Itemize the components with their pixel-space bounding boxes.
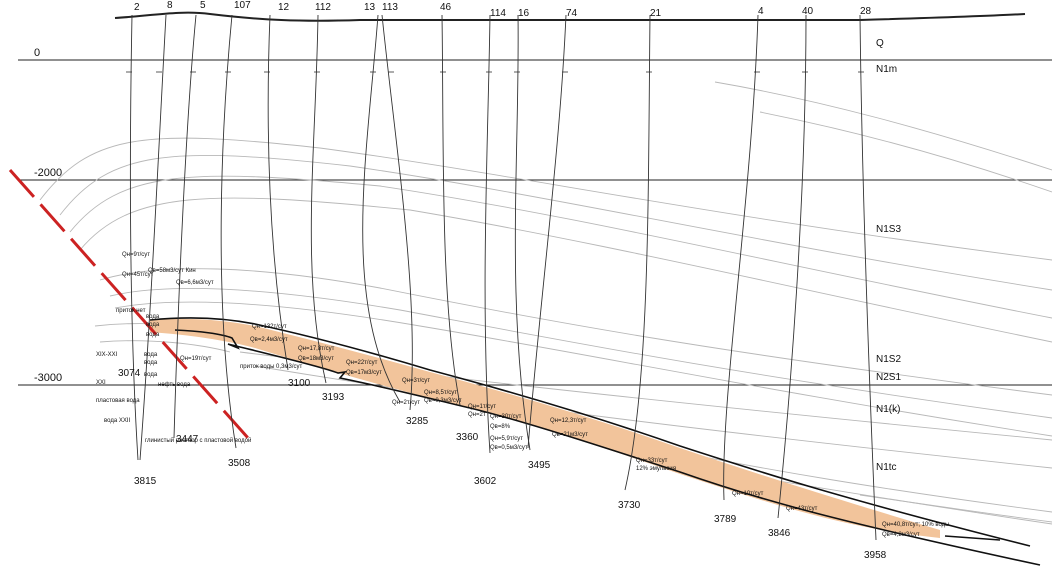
flow-label: Qн=19т/сут: [180, 356, 212, 362]
flow-label: Qн=8,5т/сут: [424, 390, 457, 396]
flow-label: Qв=58м3/сут Кин: [148, 268, 196, 274]
well-number: 46: [440, 2, 452, 13]
bottom-depth: 3602: [474, 476, 497, 487]
bottom-depth: 3846: [768, 528, 791, 539]
flow-label: Qн=132т/сут: [252, 324, 287, 330]
flow-label: 12% эмульсия: [636, 466, 676, 472]
well-number: 8: [167, 0, 173, 11]
flow-label: Qн=2т: [468, 412, 486, 418]
surface-line: [114, 11, 1026, 22]
well-number: 107: [234, 0, 251, 11]
bottom-depth: 3285: [406, 416, 429, 427]
flow-label: Qн=9т/сут: [122, 252, 150, 258]
annotation: XIX-XXI: [96, 352, 118, 358]
flow-label: Qв=21м3/сут: [552, 432, 588, 438]
annotation: вода: [146, 314, 160, 320]
strata-labels: Q N1m N1S3 N1S2 N2S1 N1(k) N1tc: [876, 38, 901, 473]
depth-label: 0: [34, 47, 40, 59]
wells: [129, 14, 877, 541]
flow-label: Qн=1т/сут: [468, 404, 496, 410]
annotation: вода: [146, 332, 160, 338]
well-number: 21: [650, 8, 662, 19]
flow-label: Qн=45т/сут: [122, 272, 154, 278]
flow-label: Qв=4,2м3/сут: [882, 532, 920, 538]
depth-axis: 0 -2000 -3000: [34, 47, 62, 384]
flow-label: Qн=40,8т/сут; 10% воды: [882, 522, 949, 528]
bottom-depth-labels: 3815 3074 3447 3508 3100 3193 3285 3360 …: [118, 368, 887, 561]
bottom-depth: 3958: [864, 550, 887, 561]
well-number: 74: [566, 8, 578, 19]
well-number: 16: [518, 8, 530, 19]
well-number: 28: [860, 6, 872, 17]
bottom-depth: 3447: [176, 434, 199, 445]
well-number: 114: [490, 8, 506, 19]
flow-label: Qв=17м3/сут: [346, 370, 382, 376]
strata-boundaries: [39, 81, 1052, 525]
flow-label: Qв=2,4м3/сут: [250, 337, 288, 343]
depth-label: -2000: [34, 167, 62, 179]
depth-lines: [18, 59, 1052, 386]
flow-label: Qв=0,5м3/сут: [490, 445, 528, 451]
bottom-depth: 3074: [118, 368, 141, 379]
annotation: вода: [144, 360, 158, 366]
bottom-depth: 3730: [618, 500, 641, 511]
annotation: вода XXII: [104, 418, 131, 424]
annotation: вода: [144, 372, 158, 378]
well-number: 113: [382, 2, 398, 13]
bottom-depth: 3495: [528, 460, 551, 471]
flow-label: Qн=43т/сут: [786, 506, 818, 512]
bottom-depth: 3100: [288, 378, 311, 389]
stratum-label: Q: [876, 38, 884, 49]
flow-label: Qв=0,3м3/сут: [424, 398, 462, 404]
stratum-label: N1S2: [876, 354, 901, 365]
well-number: 40: [802, 6, 814, 17]
bottom-depth: 3193: [322, 392, 345, 403]
stratum-label: N1m: [876, 64, 897, 75]
annotation: пластовая вода: [96, 398, 140, 404]
flow-label: Qв=8%: [490, 424, 511, 430]
stratum-label: N1(k): [876, 404, 900, 415]
flow-label: приток воды 0,3м3/сут: [240, 364, 303, 370]
well-number: 112: [315, 2, 331, 13]
flow-label: Qв=6,6м3/сут: [176, 280, 214, 286]
reservoir-boundaries: [149, 317, 1041, 566]
annotation: приток нет: [116, 308, 146, 314]
depth-label: -3000: [34, 372, 62, 384]
well-number: 4: [758, 6, 764, 17]
annotation: вода: [146, 322, 160, 328]
flow-label: Qн=30т/сут: [490, 414, 522, 420]
flow-label: Qн=10т/сут: [732, 491, 764, 497]
fault-line: [8, 169, 250, 439]
well-number: 13: [364, 2, 376, 13]
flow-label: Qн=12,3т/сут: [550, 418, 587, 424]
left-annotations: приток нет XIX-XXI XXI пластовая вода во…: [96, 308, 251, 444]
flow-label: Qн=17,8т/сут: [298, 346, 335, 352]
well-number: 2: [134, 2, 140, 13]
flow-label: Qн=22т/сут: [346, 360, 378, 366]
annotation: XXI: [96, 380, 106, 386]
bottom-depth: 3789: [714, 514, 737, 525]
stratum-label: N1tc: [876, 462, 897, 473]
bottom-depth: 3508: [228, 458, 251, 469]
annotation: глинистый раствор с пластовой водой: [145, 437, 251, 444]
annotation: вода: [144, 352, 158, 358]
annotation: нефть вода: [158, 382, 191, 388]
flow-label: Qн=3т/сут: [402, 378, 430, 384]
well-number: 5: [200, 0, 206, 11]
flow-label: Qв=18м3/сут: [298, 356, 334, 362]
stratum-label: N2S1: [876, 372, 901, 383]
top-well-labels: 2 8 5 107 12 112 13 113 46 114 16 74 21 …: [134, 0, 872, 19]
flow-label: Qн=33т/сут: [636, 458, 668, 464]
bottom-depth: 3360: [456, 432, 479, 443]
flow-label: Qн=5,9т/сут: [490, 436, 523, 442]
flow-label: Qн=2т/сут: [392, 400, 420, 406]
bottom-depth: 3815: [134, 476, 157, 487]
well-number: 12: [278, 2, 290, 13]
flow-labels: Qн=9т/сут Qн=45т/сут Qв=58м3/сут Кин Qв=…: [122, 252, 949, 538]
stratum-label: N1S3: [876, 224, 901, 235]
